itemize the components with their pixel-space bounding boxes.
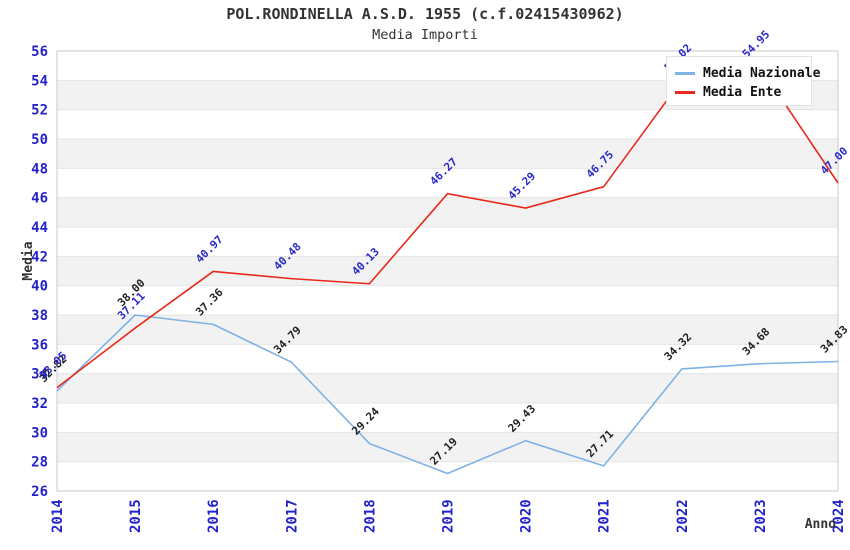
svg-text:48: 48 [31,161,48,177]
svg-text:36: 36 [31,337,48,353]
svg-text:2019: 2019 [441,499,457,533]
svg-text:2014: 2014 [50,499,66,533]
chart-title: POL.RONDINELLA A.S.D. 1955 (c.f.02415430… [226,5,624,23]
svg-text:2021: 2021 [597,499,613,533]
legend: Media Nazionale Media Ente [666,56,820,106]
svg-text:2020: 2020 [519,499,535,533]
legend-label-media-nazionale: Media Nazionale [703,66,821,81]
svg-text:30: 30 [31,425,48,441]
svg-text:2022: 2022 [675,499,691,533]
svg-text:38: 38 [31,308,48,324]
legend-item-media-nazionale: Media Nazionale [675,64,820,83]
svg-text:52: 52 [31,103,48,119]
ente-line-swatch-icon [675,91,695,94]
nazionale-line-swatch-icon [675,72,695,75]
series-media-nazionale [56,314,839,475]
svg-text:54: 54 [31,73,48,89]
x-tick-labels: 2014 2015 2016 2017 2018 2019 2020 2021 2022 2023… [50,499,847,533]
svg-text:2015: 2015 [128,499,144,533]
svg-text:2017: 2017 [284,499,300,533]
legend-label-media-ente: Media Ente [703,85,782,100]
svg-text:32: 32 [31,396,48,412]
svg-text:2018: 2018 [362,499,378,533]
x-axis-title: Anno [804,517,836,532]
svg-text:46: 46 [31,191,48,207]
svg-text:44: 44 [31,220,48,236]
svg-text:56: 56 [31,44,48,60]
y-axis-title: Media [21,241,36,281]
svg-text:34: 34 [31,367,48,383]
svg-text:2024: 2024 [831,499,847,533]
svg-text:42: 42 [31,249,48,265]
svg-text:40: 40 [31,279,48,295]
svg-text:2023: 2023 [753,499,769,533]
legend-item-media-ente: Media Ente [675,83,803,102]
svg-text:50: 50 [31,132,48,148]
y-tick-labels: 26 28 30 32 34 36 38 40 42 44 46 48 50 52 54 56 [31,44,48,500]
chart-subtitle: Media Importi [372,27,478,43]
svg-text:26: 26 [31,484,48,500]
svg-text:28: 28 [31,455,48,471]
svg-text:2016: 2016 [206,499,222,533]
plot-bands [57,51,838,491]
